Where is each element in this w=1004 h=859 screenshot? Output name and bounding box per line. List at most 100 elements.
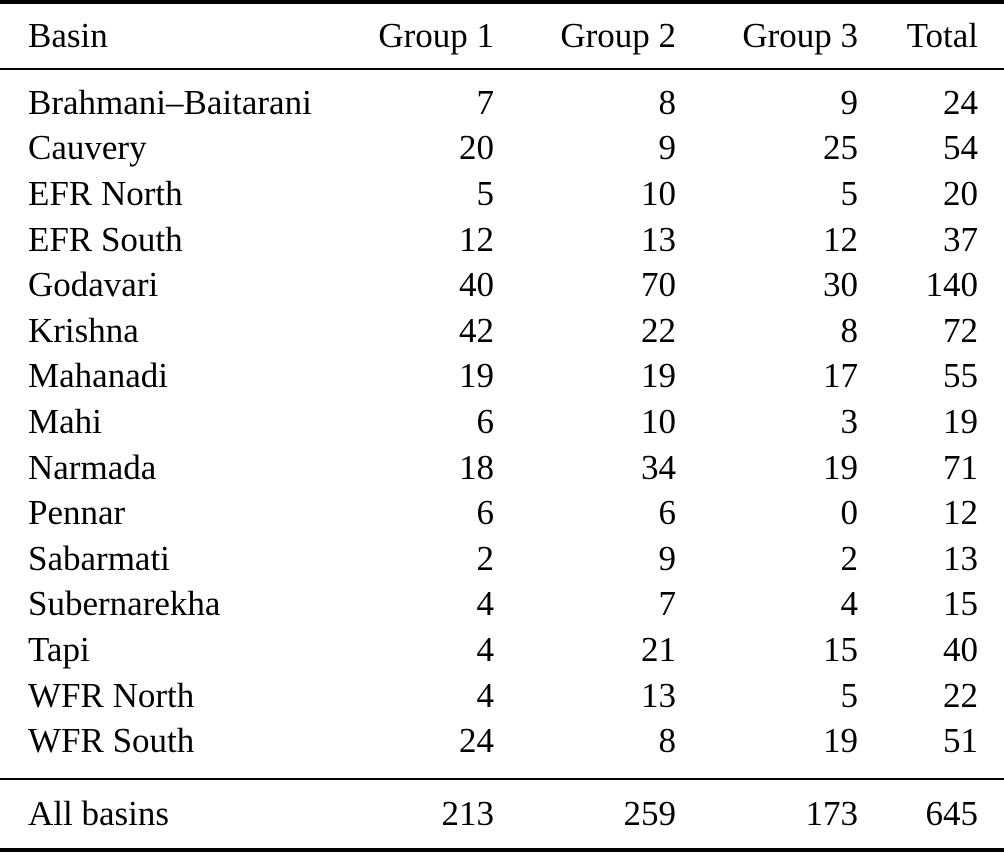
table-body: Brahmani–Baitarani 7 8 9 24 Cauvery 20 9 25 54 EFR… xyxy=(0,69,1004,779)
table-row: Sabarmati 2 9 2 13 xyxy=(0,536,1004,582)
table-row: EFR South 12 13 12 37 xyxy=(0,217,1004,263)
value-cell: 10 xyxy=(641,173,676,213)
value-cell: 72 xyxy=(943,310,978,350)
value-cell: 7 xyxy=(476,82,495,122)
value-cell: 6 xyxy=(476,401,495,441)
value-cell: 18 xyxy=(459,447,494,487)
value-cell: 55 xyxy=(943,356,978,396)
basin-cell: Pennar xyxy=(28,493,126,533)
basin-cell: Mahi xyxy=(28,401,102,441)
table-row: WFR North 4 13 5 22 xyxy=(0,673,1004,719)
footer-row: All basins 213 259 173 645 xyxy=(0,777,1004,850)
value-cell: 17 xyxy=(823,356,858,396)
value-cell: 13 xyxy=(641,675,676,715)
value-cell: 70 xyxy=(641,265,676,305)
value-cell: 19 xyxy=(823,721,858,761)
table-row: Subernarekha 4 7 4 15 xyxy=(0,582,1004,628)
value-cell: 9 xyxy=(658,128,677,168)
column-header-basin: Basin xyxy=(0,2,352,70)
basin-cell: EFR South xyxy=(28,219,183,259)
value-cell: 24 xyxy=(459,721,494,761)
value-cell: 8 xyxy=(840,310,859,350)
basin-cell: Brahmani–Baitarani xyxy=(28,82,312,122)
value-cell: 15 xyxy=(823,629,858,669)
value-cell: 24 xyxy=(943,82,978,122)
value-cell: 25 xyxy=(823,128,858,168)
value-cell: 3 xyxy=(840,401,859,441)
header-row: Basin Group 1 Group 2 Group 3 Total xyxy=(0,2,1004,70)
all-basins-label: All basins xyxy=(0,777,352,850)
value-cell: 30 xyxy=(823,265,858,305)
value-cell: 37 xyxy=(943,219,978,259)
basin-cell: Cauvery xyxy=(28,128,147,168)
value-cell: 8 xyxy=(658,82,677,122)
value-cell: 42 xyxy=(459,310,494,350)
table-row: Pennar 6 6 0 12 xyxy=(0,490,1004,536)
value-cell: 4 xyxy=(476,584,495,624)
value-cell: 22 xyxy=(641,310,676,350)
value-cell: 13 xyxy=(943,538,978,578)
value-cell: 9 xyxy=(840,82,859,122)
basin-cell: Mahanadi xyxy=(28,356,168,396)
value-cell: 140 xyxy=(925,265,979,305)
column-header-total: Total xyxy=(858,2,1004,70)
value-cell: 12 xyxy=(943,493,978,533)
value-cell: 5 xyxy=(476,173,495,213)
value-cell: 15 xyxy=(943,584,978,624)
value-cell: 20 xyxy=(943,173,978,213)
value-cell: 2 xyxy=(840,538,859,578)
total-group-1-cell: 213 xyxy=(352,777,494,850)
value-cell: 34 xyxy=(641,447,676,487)
value-cell: 13 xyxy=(641,219,676,259)
table-row: Brahmani–Baitarani 7 8 9 24 xyxy=(0,69,1004,126)
value-cell: 4 xyxy=(840,584,859,624)
value-cell: 20 xyxy=(459,128,494,168)
table-row: Krishna 42 22 8 72 xyxy=(0,308,1004,354)
value-cell: 5 xyxy=(840,675,859,715)
table-row: Mahanadi 19 19 17 55 xyxy=(0,354,1004,400)
value-cell: 4 xyxy=(476,675,495,715)
value-cell: 10 xyxy=(641,401,676,441)
value-cell: 21 xyxy=(641,629,676,669)
basin-cell: WFR South xyxy=(28,721,195,761)
value-cell: 19 xyxy=(823,447,858,487)
value-cell: 2 xyxy=(476,538,495,578)
value-cell: 19 xyxy=(459,356,494,396)
value-cell: 9 xyxy=(658,538,677,578)
table-header: Basin Group 1 Group 2 Group 3 Total xyxy=(0,2,1004,70)
value-cell: 4 xyxy=(476,629,495,669)
value-cell: 40 xyxy=(459,265,494,305)
value-cell: 51 xyxy=(943,721,978,761)
table-row: WFR South 24 8 19 51 xyxy=(0,718,1004,779)
column-header-group-2: Group 2 xyxy=(494,2,676,70)
table-row: Godavari 40 70 30 140 xyxy=(0,262,1004,308)
value-cell: 19 xyxy=(943,401,978,441)
basin-cell: WFR North xyxy=(28,675,195,715)
table-row: Cauvery 20 9 25 54 xyxy=(0,126,1004,172)
total-group-3-cell: 173 xyxy=(676,777,858,850)
basin-cell: Godavari xyxy=(28,265,159,305)
table-row: Narmada 18 34 19 71 xyxy=(0,445,1004,491)
value-cell: 0 xyxy=(840,493,859,533)
value-cell: 5 xyxy=(840,173,859,213)
table-footer: All basins 213 259 173 645 xyxy=(0,777,1004,850)
basin-cell: Tapi xyxy=(28,629,90,669)
basin-cell: Narmada xyxy=(28,447,157,487)
value-cell: 19 xyxy=(641,356,676,396)
table-row: Mahi 6 10 3 19 xyxy=(0,399,1004,445)
grand-total-cell: 645 xyxy=(858,777,1004,850)
basin-cell: EFR North xyxy=(28,173,183,213)
value-cell: 8 xyxy=(658,721,677,761)
basin-cell: Krishna xyxy=(28,310,139,350)
value-cell: 6 xyxy=(476,493,495,533)
table-row: Tapi 4 21 15 40 xyxy=(0,627,1004,673)
basin-cell: Subernarekha xyxy=(28,584,221,624)
total-group-2-cell: 259 xyxy=(494,777,676,850)
value-cell: 54 xyxy=(943,128,978,168)
column-header-group-1: Group 1 xyxy=(352,2,494,70)
value-cell: 40 xyxy=(943,629,978,669)
value-cell: 71 xyxy=(943,447,978,487)
table-row: EFR North 5 10 5 20 xyxy=(0,171,1004,217)
